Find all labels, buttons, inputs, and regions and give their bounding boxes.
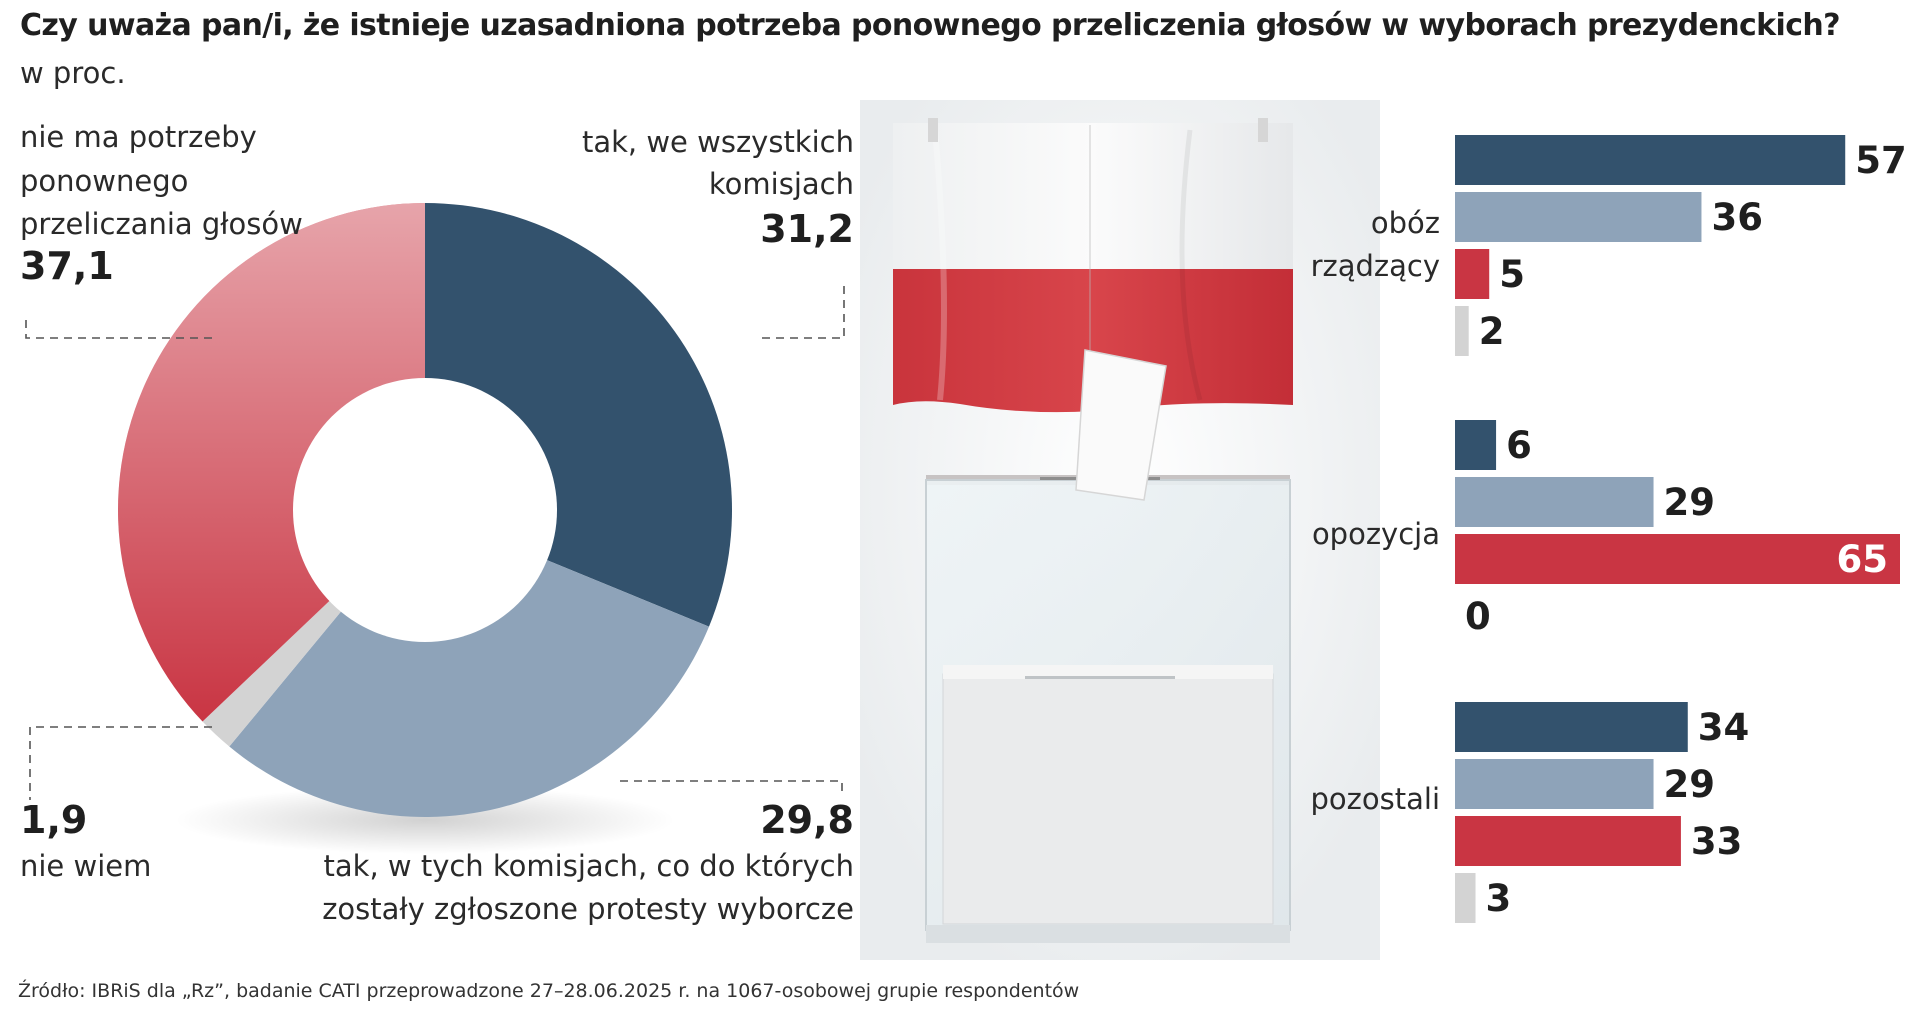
slice-value: 31,2 <box>760 207 854 251</box>
slice-label-nie-ma-potrzeby: nie ma potrzeby ponownego przeliczania g… <box>20 120 303 288</box>
leader-line-tak-wszystkich <box>756 286 845 339</box>
bar-chart: 573652obózrządzący629650opozycja3429333p… <box>1311 135 1907 923</box>
slice-label-line: tak, w tych komisjach, co do których <box>324 849 854 883</box>
slice-label-line: przeliczania głosów <box>20 207 303 241</box>
bar-value-label: 3 <box>1486 877 1512 920</box>
bar <box>1455 477 1654 527</box>
slice-value: 37,1 <box>20 244 114 288</box>
bar-value-label: 6 <box>1506 424 1532 467</box>
chart-title: Czy uważa pan/i, że istnieje uzasadniona… <box>20 8 1841 43</box>
bar-value-label: 57 <box>1855 139 1907 182</box>
slice-label-line: komisjach <box>709 167 854 201</box>
slice-shading <box>118 202 426 722</box>
bar-value-label: 0 <box>1465 595 1491 638</box>
bar <box>1455 249 1490 299</box>
bar-value-label: 29 <box>1664 481 1716 524</box>
donut-chart <box>118 202 732 817</box>
bar <box>1455 873 1476 923</box>
group-label: opozycja <box>1312 517 1440 551</box>
slice-label-line: ponownego <box>20 164 188 198</box>
bar <box>1455 306 1469 356</box>
slice-label-line: nie wiem <box>20 849 151 883</box>
bar-value-label: 65 <box>1837 538 1889 581</box>
bar-value-label: 36 <box>1711 196 1763 239</box>
slice-value: 29,8 <box>760 798 854 842</box>
bar <box>1455 135 1846 185</box>
leader-line-tak-protesty <box>620 780 843 796</box>
source-note: Źródło: IBRiS dla „Rz”, badanie CATI prz… <box>18 980 1080 1002</box>
slice-label-line: zostały zgłoszone protesty wyborcze <box>322 892 854 926</box>
donut-shadow <box>175 786 675 854</box>
ballot-illustration <box>860 100 1380 960</box>
leader-line-nie-ma-potrzeby <box>25 320 218 339</box>
group-label: rządzący <box>1311 249 1440 283</box>
bar <box>1455 759 1654 809</box>
bar <box>1455 702 1688 752</box>
bar <box>1455 816 1681 866</box>
bar-value-label: 2 <box>1479 310 1505 353</box>
slice-label-line: tak, we wszystkich <box>582 125 854 159</box>
bar-value-label: 34 <box>1698 706 1750 749</box>
chart-subtitle: w proc. <box>20 56 126 90</box>
group-label: pozostali <box>1311 782 1440 816</box>
bar <box>1455 192 1702 242</box>
leader-line-nie-wiem <box>29 726 212 800</box>
bar <box>1455 534 1900 584</box>
slice-label-tak-protesty: 29,8 tak, w tych komisjach, co do któryc… <box>322 798 854 926</box>
group-label: obóz <box>1371 206 1440 240</box>
bar <box>1455 420 1497 470</box>
slice-value: 1,9 <box>20 798 87 842</box>
bar-value-label: 33 <box>1691 820 1743 863</box>
polish-flag-image <box>893 118 1293 413</box>
bar-value-label: 5 <box>1499 253 1525 296</box>
ballot-box-image <box>925 349 1291 943</box>
slice-label-line: nie ma potrzeby <box>20 120 257 154</box>
slice-label-tak-wszystkich: tak, we wszystkich komisjach 31,2 <box>582 125 854 251</box>
bar-value-label: 29 <box>1664 763 1716 806</box>
leader-lines <box>25 286 845 800</box>
donut-hole <box>293 378 557 642</box>
slice-tak-protesty <box>229 510 709 817</box>
slice-label-nie-wiem: 1,9 nie wiem <box>20 798 151 883</box>
